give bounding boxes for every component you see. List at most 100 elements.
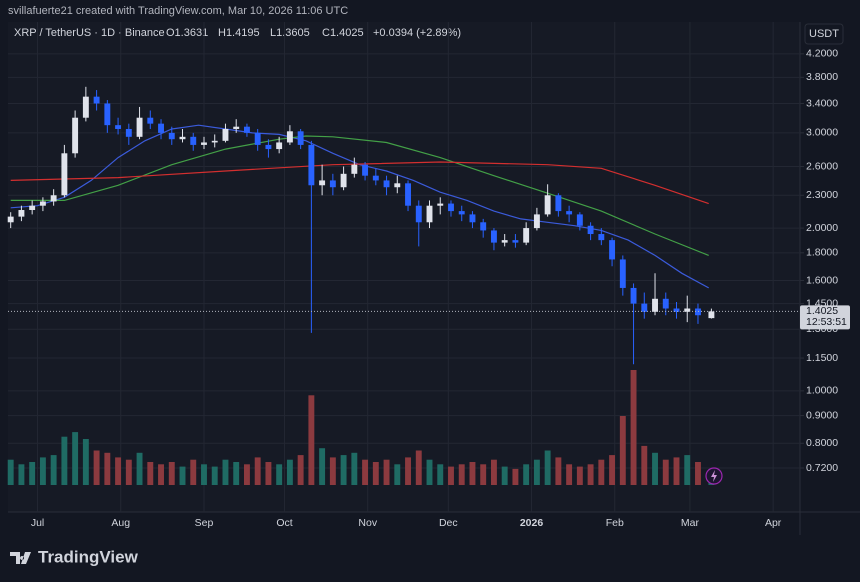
ohlc-value: L1.3605 bbox=[270, 27, 310, 39]
volume-bar bbox=[652, 452, 658, 485]
currency[interactable]: USDT bbox=[809, 28, 839, 40]
volume-bar bbox=[448, 466, 454, 485]
candle-body bbox=[405, 183, 411, 206]
candle-body bbox=[576, 214, 583, 226]
candle-body bbox=[652, 298, 658, 312]
legend: XRP / TetherUS · 1D · Binance O1.3631 H1.… bbox=[14, 27, 461, 39]
candle-body bbox=[211, 140, 218, 143]
candle-body bbox=[233, 126, 240, 129]
volume-bar bbox=[222, 459, 229, 485]
currency-box[interactable] bbox=[804, 23, 844, 45]
volume-bar bbox=[211, 466, 218, 485]
candle-body bbox=[544, 195, 551, 215]
y-tick-label: 3.0000 bbox=[806, 127, 838, 139]
volume-bar bbox=[394, 464, 401, 485]
candle-body bbox=[243, 126, 250, 133]
ohlc-value: H1.4195 bbox=[218, 27, 260, 39]
volume-bar bbox=[18, 464, 25, 485]
candle-body bbox=[708, 311, 715, 319]
candle-body bbox=[329, 180, 336, 188]
candle-body bbox=[190, 136, 197, 145]
ohlc-value: C1.4025 bbox=[322, 27, 364, 39]
y-tick-label: 3.4000 bbox=[806, 97, 838, 109]
candle-body bbox=[630, 287, 637, 304]
candle-body bbox=[448, 203, 454, 212]
volume-bar bbox=[372, 462, 379, 485]
candle-body bbox=[297, 131, 304, 145]
x-tick-label: Dec bbox=[439, 517, 458, 529]
candle-body bbox=[93, 96, 100, 104]
volume-bar bbox=[190, 459, 197, 485]
y-tick-label: 3.8000 bbox=[806, 71, 838, 83]
volume-bar bbox=[329, 457, 336, 485]
volume-bar bbox=[104, 452, 111, 485]
volume-bar bbox=[684, 455, 691, 485]
volume-bar bbox=[72, 432, 79, 485]
candle-body bbox=[555, 195, 562, 212]
volume-bar bbox=[61, 436, 68, 485]
volume-bar bbox=[576, 466, 583, 485]
candle-body bbox=[319, 180, 326, 186]
volume-bar bbox=[265, 462, 272, 485]
brand-name: TradingView bbox=[38, 547, 139, 566]
volume-bar bbox=[308, 395, 315, 485]
y-tick-label: 1.1500 bbox=[806, 352, 838, 364]
volume-bar bbox=[50, 455, 57, 485]
candle-body bbox=[609, 240, 616, 260]
candle-body bbox=[523, 228, 530, 243]
volume-bar bbox=[319, 448, 326, 485]
candle-body bbox=[351, 164, 358, 174]
candle-body bbox=[426, 205, 433, 223]
volume-bar bbox=[662, 459, 669, 485]
volume-bar bbox=[136, 452, 143, 485]
candle-body bbox=[179, 136, 186, 140]
volume-bar bbox=[147, 462, 154, 485]
brand-logo bbox=[10, 552, 31, 564]
moving-average bbox=[10, 135, 709, 256]
last-price-tag bbox=[800, 305, 850, 330]
volume-bar bbox=[480, 464, 487, 485]
volume-bar bbox=[630, 370, 637, 485]
x-tick-label: Jul bbox=[31, 517, 44, 529]
candle-body bbox=[490, 230, 497, 243]
candle-body bbox=[512, 240, 519, 243]
candle-body bbox=[372, 175, 379, 181]
candle-body bbox=[619, 259, 626, 288]
volume-bar bbox=[233, 462, 240, 485]
volume-bar bbox=[158, 464, 164, 485]
x-tick-label: Apr bbox=[765, 517, 782, 529]
candle-body bbox=[265, 144, 272, 150]
candle-body bbox=[254, 132, 261, 145]
candle-body bbox=[61, 153, 68, 196]
candle-body bbox=[340, 173, 347, 188]
y-tick-label: 2.0000 bbox=[806, 222, 838, 234]
volume-bar bbox=[437, 464, 444, 485]
volume-bar bbox=[544, 450, 551, 485]
candle-body bbox=[29, 205, 36, 211]
volume-bar bbox=[555, 457, 562, 485]
volume-bar bbox=[695, 462, 701, 485]
candle-body bbox=[50, 195, 57, 202]
volume-bar bbox=[673, 457, 680, 485]
axes: 4.2000 3.8000 3.4000 3.0000 2.6000 2.3000 2.00… bbox=[8, 48, 850, 529]
volume-bar bbox=[93, 450, 100, 485]
candle-body bbox=[39, 201, 46, 206]
volume-bar bbox=[168, 462, 175, 485]
x-tick-label: Sep bbox=[195, 517, 214, 529]
candle-body bbox=[158, 123, 164, 133]
last-price-label: 1.4025 bbox=[806, 305, 838, 317]
y-tick-label: 0.8000 bbox=[806, 437, 838, 449]
y-tick-label: 0.9000 bbox=[806, 409, 838, 421]
ohlc-value: O1.3631 bbox=[166, 27, 208, 39]
candle-body bbox=[695, 308, 701, 316]
candle-body bbox=[480, 222, 487, 231]
brand: TradingView bbox=[10, 547, 139, 566]
candle-body bbox=[662, 298, 669, 309]
volume-bar bbox=[362, 459, 369, 485]
candle-body bbox=[147, 117, 154, 124]
volume-bar bbox=[566, 464, 573, 485]
candle-body bbox=[308, 144, 315, 186]
candle-body bbox=[222, 128, 229, 141]
candle-body bbox=[136, 117, 143, 137]
